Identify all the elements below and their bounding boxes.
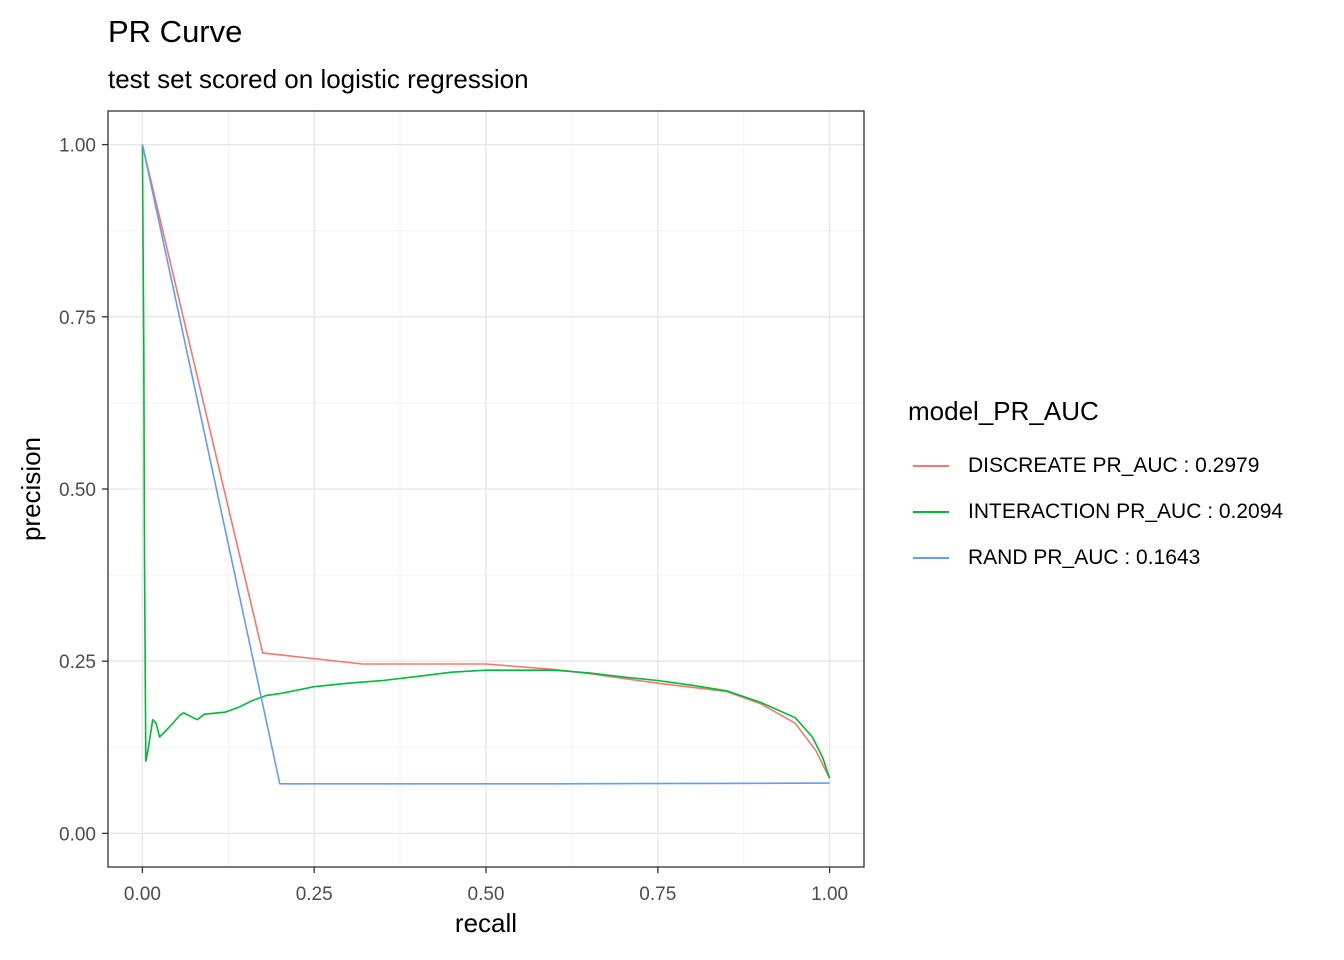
legend-label-interaction: INTERACTION PR_AUC : 0.2094 xyxy=(968,500,1284,523)
legend-label-rand: RAND PR_AUC : 0.1643 xyxy=(968,546,1201,569)
x-axis-label: recall xyxy=(455,908,517,938)
chart-subtitle: test set scored on logistic regression xyxy=(108,64,529,94)
legend-key-discreate xyxy=(908,443,954,489)
series-line-discreate xyxy=(141,144,831,779)
legend-item-interaction: INTERACTION PR_AUC : 0.2094 xyxy=(908,489,1283,535)
y-axis-label: precision xyxy=(16,437,46,541)
y-tick-label: 0.75 xyxy=(59,308,96,329)
series-line-interaction xyxy=(141,144,831,779)
chart-title: PR Curve xyxy=(108,14,243,49)
y-tick-label: 0.50 xyxy=(59,480,96,501)
x-tick-label: 1.00 xyxy=(811,884,848,905)
legend-item-discreate: DISCREATE PR_AUC : 0.2979 xyxy=(908,443,1283,489)
legend-label-discreate: DISCREATE PR_AUC : 0.2979 xyxy=(968,454,1260,477)
x-tick-label: 0.25 xyxy=(296,884,333,905)
y-tick-label: 0.25 xyxy=(59,652,96,673)
series-line-rand xyxy=(141,144,830,785)
y-tick-label: 0.00 xyxy=(59,824,96,845)
legend-item-rand: RAND PR_AUC : 0.1643 xyxy=(908,535,1283,581)
y-tick-label: 1.00 xyxy=(59,136,96,157)
x-tick-label: 0.50 xyxy=(468,884,505,905)
legend-key-interaction xyxy=(908,489,954,535)
x-tick-label: 0.75 xyxy=(639,884,676,905)
x-tick-label: 0.00 xyxy=(124,884,161,905)
legend: model_PR_AUC DISCREATE PR_AUC : 0.2979 I… xyxy=(908,396,1283,581)
legend-title: model_PR_AUC xyxy=(908,396,1099,426)
legend-key-rand xyxy=(908,535,954,581)
